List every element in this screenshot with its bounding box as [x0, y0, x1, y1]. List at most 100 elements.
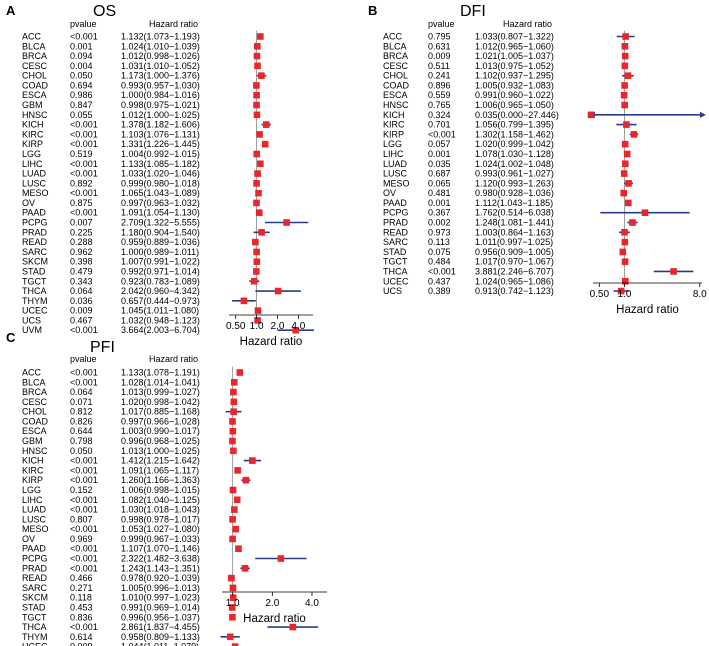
pvalue-cell: 0.035: [428, 159, 451, 169]
hazard-ratio-point: [258, 72, 265, 79]
cancer-label: KICH: [22, 456, 44, 466]
forest-row-stad: STAD 0.453 0.991(0.969−1.014): [22, 602, 236, 612]
hazard-ratio-point: [617, 287, 625, 295]
cancer-label: LUAD: [22, 505, 47, 515]
hazard-ratio-cell: 1.044(1.011−1.079): [121, 642, 199, 646]
pvalue-cell: 0.437: [428, 276, 451, 286]
hazard-ratio-point: [289, 623, 297, 631]
hazard-ratio-cell: 1.091(1.065−1.117): [121, 465, 199, 475]
x-tick-label: 0.50: [590, 289, 610, 300]
hazard-ratio-point: [262, 121, 270, 128]
cancer-label: BRCA: [22, 387, 47, 397]
forest-row-read: READ 0.466 0.978(0.920−1.039): [22, 573, 235, 583]
cancer-label: UCEC: [22, 642, 48, 646]
hazard-ratio-cell: 1.260(1.166−1.363): [121, 475, 200, 485]
hazard-ratio-cell: 1.331(1.226−1.445): [121, 139, 200, 149]
cancer-label: HNSC: [22, 446, 48, 456]
cancer-label: LUAD: [22, 169, 47, 179]
cancer-label: THCA: [22, 622, 47, 632]
panel-title: OS: [93, 3, 116, 20]
cancer-label: READ: [22, 573, 48, 583]
cancer-label: MESO: [383, 178, 410, 188]
cancer-label: OV: [22, 534, 35, 544]
cancer-label: STAD: [22, 266, 46, 276]
hazard-ratio-point: [230, 388, 237, 396]
forest-row-meso: MESO <0.001 1.053(1.027−1.080): [22, 524, 239, 534]
forest-row-thym: THYM 0.036 0.657(0.444−0.973): [22, 296, 256, 306]
pvalue-cell: 0.075: [428, 247, 451, 257]
x-tick-label: 1.0: [250, 321, 264, 332]
panel-letter: A: [6, 3, 16, 18]
hazard-ratio-point: [229, 427, 237, 435]
hazard-ratio-cell: 1.004(0.992−1.015): [121, 149, 200, 159]
pvalue-cell: 0.511: [428, 61, 450, 71]
hazard-ratio-cell: 0.999(0.967−1.033): [121, 534, 200, 544]
cancer-label: ESCA: [22, 90, 47, 100]
hazard-ratio-point: [277, 555, 285, 562]
cancer-label: ACC: [22, 32, 42, 42]
hazard-ratio-point: [229, 418, 236, 425]
cancer-label: BRCA: [22, 51, 47, 61]
hazard-ratio-cell: 0.991(0.960−1.022): [475, 90, 554, 100]
panel-letter: C: [6, 330, 16, 345]
forest-panel-dfi: B DFI pvalue Hazard ratio ACC 0.795 1.033(0.80…: [368, 3, 707, 316]
cancer-label: CHOL: [22, 71, 47, 81]
forest-row-coad: COAD 0.694 0.993(0.957−1.030): [22, 80, 260, 90]
forest-row-chol: CHOL 0.050 1.173(1.000−1.376): [22, 71, 267, 81]
pvalue-cell: 0.094: [70, 51, 93, 61]
pvalue-cell: <0.001: [70, 465, 98, 475]
panel-title: PFI: [90, 339, 115, 356]
forest-row-ucs: UCS 0.467 1.032(0.948−1.123): [22, 315, 261, 325]
forest-row-thym: THYM 0.614 0.958(0.809−1.133): [22, 632, 240, 642]
cancer-label: ACC: [383, 32, 403, 42]
hazard-ratio-point: [250, 277, 258, 285]
cancer-label: KICH: [383, 110, 405, 120]
pvalue-cell: <0.001: [70, 188, 98, 198]
hazard-ratio-point: [240, 297, 248, 305]
pvalue-cell: 0.009: [70, 306, 93, 316]
hazard-ratio-cell: 1.103(1.076−1.131): [121, 129, 200, 139]
forest-row-skcm: SKCM 0.398 1.007(0.991−1.022): [22, 257, 261, 267]
forest-row-cesc: CESC 0.071 1.020(0.998−1.042): [22, 397, 238, 407]
forest-row-thca: THCA <0.001 2.861(1.837−4.455): [22, 622, 319, 632]
forest-row-read: READ 0.288 0.959(0.889−1.036): [22, 237, 259, 247]
forest-row-pcpg: PCPG 0.367 1.762(0.514−6.038): [383, 208, 690, 218]
forest-row-lihc: LIHC 0.001 1.078(1.030−1.128): [383, 149, 631, 159]
pvalue-cell: 0.113: [428, 237, 450, 247]
forest-row-chol: CHOL 0.812 1.017(0.885−1.168): [22, 407, 242, 417]
cancer-label: KIRC: [22, 129, 44, 139]
hazard-ratio-point: [236, 369, 244, 376]
hazard-ratio-cell: 1.243(1.143−1.351): [121, 563, 200, 573]
hazard-ratio-point: [619, 248, 627, 256]
pvalue-cell: 0.007: [70, 218, 93, 228]
hazard-ratio-point: [254, 307, 262, 314]
hazard-ratio-cell: 1.011(0.997−1.025): [475, 237, 553, 247]
forest-row-ucec: UCEC 0.437 1.024(0.965−1.086): [383, 276, 629, 286]
cancer-label: TGCT: [22, 276, 47, 286]
hazard-ratio-cell: 1.012(0.998−1.026): [121, 51, 200, 61]
hazard-ratio-cell: 1.020(0.999−1.042): [475, 139, 554, 149]
pvalue-cell: <0.001: [70, 524, 98, 534]
pvalue-cell: 0.836: [70, 612, 93, 622]
cancer-label: LIHC: [383, 149, 404, 159]
hazard-ratio-point: [229, 535, 236, 543]
x-tick-label: 4.0: [291, 321, 305, 332]
hazard-ratio-cell: 1.133(1.085−1.182): [121, 159, 200, 169]
hazard-ratio-point: [255, 189, 262, 197]
hazard-ratio-point: [230, 408, 237, 415]
x-tick-label: 1.0: [226, 598, 240, 609]
cancer-label: PAAD: [22, 544, 46, 554]
x-axis-label: Hazard ratio: [243, 613, 306, 625]
cancer-label: LGG: [383, 139, 402, 149]
forest-row-kirc: KIRC 0.701 1.056(0.799−1.395): [383, 120, 637, 130]
forest-row-kirc: KIRC <0.001 1.103(1.076−1.131): [22, 129, 263, 139]
hr-header: Hazard ratio: [149, 19, 198, 29]
pvalue-cell: <0.001: [70, 456, 98, 466]
hazard-ratio-cell: 1.017(0.970−1.067): [475, 257, 554, 267]
forest-row-stad: STAD 0.075 0.956(0.909−1.005): [383, 247, 627, 257]
hazard-ratio-cell: 0.992(0.971−1.014): [121, 266, 200, 276]
hazard-ratio-point: [253, 248, 260, 256]
forest-row-ov: OV 0.875 0.997(0.963−1.032): [22, 198, 260, 208]
forest-row-prad: PRAD 0.225 1.180(0.904−1.540): [22, 227, 270, 237]
hazard-ratio-point: [241, 565, 249, 572]
